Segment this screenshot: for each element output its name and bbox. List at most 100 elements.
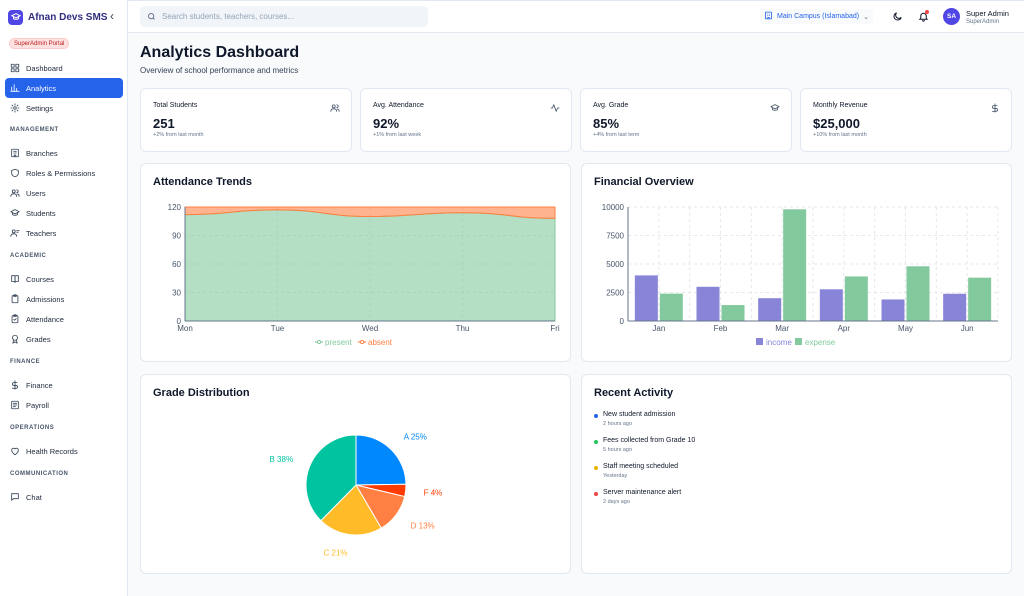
activity-card: Recent Activity New student admission 2 h… — [581, 374, 1012, 574]
stat-change: +10% from last month — [813, 132, 867, 138]
stat-card: Monthly Revenue $25,000 +10% from last mon… — [800, 88, 1012, 152]
award-icon — [10, 334, 20, 344]
activity-title: New student admission — [603, 411, 676, 418]
sidebar-item-grades[interactable]: Grades — [5, 329, 123, 349]
sidebar-item-courses[interactable]: Courses — [5, 269, 123, 289]
book-icon — [10, 274, 20, 284]
sidebar-item-attendance[interactable]: Attendance — [5, 309, 123, 329]
bar-income — [758, 298, 782, 321]
sidebar-item-label: Users — [26, 188, 46, 198]
gear-icon — [10, 103, 20, 113]
chevron-down-icon: ⌄ — [863, 13, 869, 21]
stat-value: 85% — [593, 116, 620, 131]
page-subtitle: Overview of school performance and metri… — [140, 66, 299, 75]
chat-icon — [10, 492, 20, 502]
avatar[interactable]: SA — [943, 8, 960, 25]
building-icon — [10, 148, 20, 158]
bar-expense — [721, 305, 745, 321]
graduation-cap-logo-icon — [8, 9, 23, 25]
y-tick-label: 0 — [620, 317, 625, 326]
pie-slice — [320, 484, 382, 536]
status-dot — [594, 414, 598, 418]
sidebar-item-label: Students — [26, 208, 56, 218]
moon-icon[interactable] — [891, 10, 903, 22]
x-tick-label: Mon — [177, 324, 193, 333]
bell-icon[interactable] — [917, 10, 929, 22]
graduation-cap-icon — [770, 100, 780, 111]
sidebar-item-branches[interactable]: Branches — [5, 143, 123, 163]
app-name: Afnan Devs SMS — [28, 11, 108, 23]
card-title: Financial Overview — [594, 176, 694, 188]
search-icon — [147, 8, 156, 26]
shield-icon — [10, 168, 20, 178]
sidebar-item-roles-permissions[interactable]: Roles & Permissions — [5, 163, 123, 183]
legend-label: absent — [368, 338, 393, 347]
building-icon — [764, 11, 773, 22]
attendance-chart: 0 30 60 90 120 Mon Tue Wed Thu Fri present absent — [168, 203, 560, 347]
sidebar-item-health-records[interactable]: Health Records — [5, 441, 123, 461]
sidebar-section-title: ACADEMIC — [10, 253, 47, 259]
bar-expense — [906, 266, 930, 321]
legend-label: income — [766, 338, 792, 347]
stat-change: +4% from last term — [593, 132, 640, 138]
legend-label: present — [325, 338, 352, 347]
sidebar-item-students[interactable]: Students — [5, 203, 123, 223]
attendance-card: Attendance Trends 0 30 60 90 120 Mon Tue Wed Thu… — [140, 163, 571, 362]
brand[interactable]: Afnan Devs SMS — [8, 8, 107, 26]
card-title: Recent Activity — [594, 387, 674, 399]
campus-label: Main Campus (Islamabad) — [777, 13, 860, 20]
sidebar-item-dashboard[interactable]: Dashboard — [5, 58, 123, 78]
slice-label: F 4% — [424, 488, 443, 497]
activity-time: 5 hours ago — [603, 447, 633, 453]
graduation-cap-icon — [10, 208, 20, 218]
users-icon — [330, 100, 340, 112]
x-tick-label: Fri — [550, 324, 560, 333]
y-tick-label: 90 — [172, 232, 181, 241]
legend-marker — [795, 338, 802, 345]
sidebar-item-label: Analytics — [26, 83, 57, 93]
bar-expense — [968, 277, 992, 321]
sidebar-section-title: FINANCE — [10, 359, 41, 365]
x-tick-label: Jun — [961, 324, 974, 333]
sidebar-item-payroll[interactable]: Payroll — [5, 395, 123, 415]
sidebar-item-finance[interactable]: Finance — [5, 375, 123, 395]
y-tick-label: 5000 — [606, 260, 624, 269]
stat-card: Avg. Grade 85% +4% from last term — [580, 88, 792, 152]
bar-expense — [659, 293, 683, 321]
sidebar-item-analytics[interactable]: Analytics — [5, 78, 123, 98]
sidebar-item-chat[interactable]: Chat — [5, 487, 123, 507]
sidebar-item-label: Branches — [26, 148, 58, 158]
clipboard-icon — [10, 294, 20, 304]
grade-chart: A 25% F 4% D 13% C 21% B 38% — [269, 433, 443, 558]
search-input[interactable] — [162, 12, 412, 21]
area-absent — [184, 206, 556, 219]
slice-label: C 21% — [324, 548, 348, 557]
stat-value: $25,000 — [813, 116, 860, 131]
dashboard-icon — [10, 63, 20, 73]
grade-card: Grade Distribution A 25% F 4% D 13% C 21% B … — [140, 374, 571, 574]
sidebar-item-settings[interactable]: Settings — [5, 98, 123, 118]
slice-label: D 13% — [411, 521, 435, 530]
sidebar-item-teachers[interactable]: Teachers — [5, 223, 123, 243]
sidebar-section-title: OPERATIONS — [10, 425, 55, 431]
search-box[interactable] — [140, 6, 428, 27]
sidebar-item-label: Settings — [26, 103, 54, 113]
sidebar-item-label: Grades — [26, 334, 51, 344]
campus-selector[interactable]: Main Campus (Islamabad) ⌄ — [760, 9, 873, 24]
stat-title: Total Students — [153, 102, 198, 109]
sidebar-item-admissions[interactable]: Admissions — [5, 289, 123, 309]
y-tick-label: 7500 — [606, 232, 624, 241]
x-tick-label: May — [898, 324, 913, 333]
sidebar-item-users[interactable]: Users — [5, 183, 123, 203]
x-tick-label: Feb — [714, 324, 728, 333]
sidebar-section-title: COMMUNICATION — [10, 471, 69, 477]
chevron-left-icon[interactable]: ‹ — [110, 9, 114, 23]
y-tick-label: 30 — [172, 289, 181, 298]
activity-title: Server maintenance alert — [603, 489, 682, 496]
activity-time: 2 hours ago — [603, 421, 633, 427]
bar-expense — [783, 209, 807, 321]
bar-income — [696, 286, 720, 321]
pie-slice — [305, 434, 357, 522]
legend-label: expense — [805, 338, 836, 347]
activity-time: 2 days ago — [603, 499, 630, 505]
